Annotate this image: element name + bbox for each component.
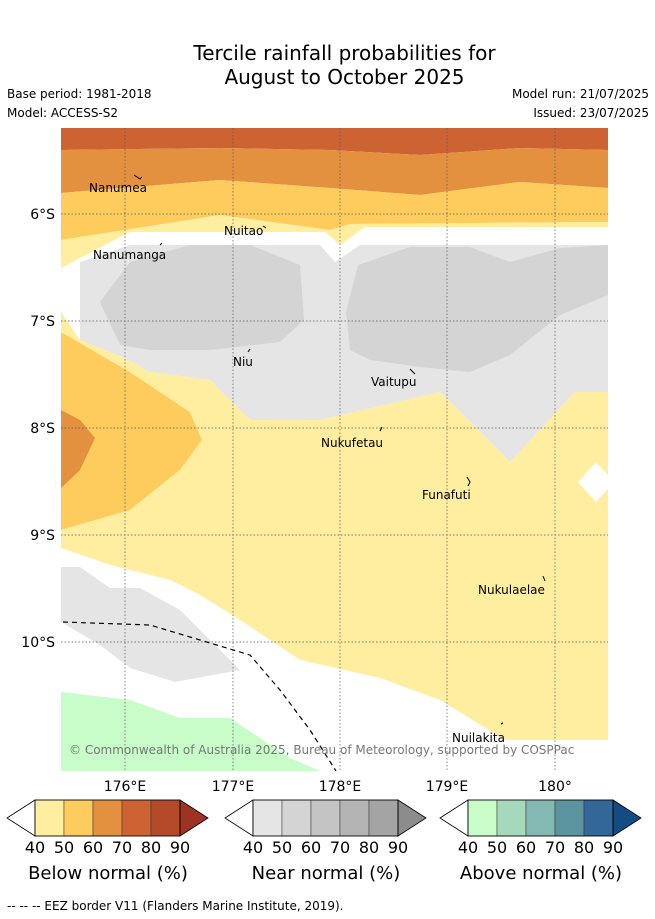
near-extend-low bbox=[224, 799, 254, 837]
above-extend-low bbox=[439, 799, 469, 837]
lon-label-179e: 179°E bbox=[426, 779, 469, 795]
above-outline bbox=[467, 799, 614, 837]
model-run: Model run: 21/07/2025 bbox=[511, 87, 649, 101]
base-period: Base period: 1981-2018 bbox=[7, 87, 152, 101]
near-tick-90: 90 bbox=[388, 838, 408, 857]
colorbar-below-normal: 40 50 60 70 80 90 bbox=[6, 799, 209, 857]
below-50-band bbox=[61, 180, 608, 240]
near-cell-4 bbox=[368, 799, 399, 837]
below-50-west bbox=[61, 332, 202, 530]
below-tick-90: 90 bbox=[170, 838, 190, 857]
near-cell-3 bbox=[339, 799, 370, 837]
colorbar-near-normal: 40 50 60 70 80 90 bbox=[224, 799, 427, 857]
map-area bbox=[61, 128, 608, 771]
above-tick-50: 50 bbox=[487, 838, 507, 857]
label-nukufetau: Nukufetau bbox=[321, 436, 383, 450]
near-cell-0 bbox=[252, 799, 283, 837]
issued-date: Issued: 23/07/2025 bbox=[533, 106, 649, 120]
near-tick-40: 40 bbox=[243, 838, 263, 857]
below-tick-40: 40 bbox=[25, 838, 45, 857]
above-tick-40: 40 bbox=[458, 838, 478, 857]
below-60-band bbox=[61, 148, 608, 195]
lon-label-176e: 176°E bbox=[104, 779, 147, 795]
above-cell-0 bbox=[467, 799, 498, 837]
below-extend-low bbox=[6, 799, 36, 837]
above-tick-80: 80 bbox=[574, 838, 594, 857]
below-cell-2 bbox=[92, 799, 123, 837]
map-title: Tercile rainfall probabilities for Augus… bbox=[0, 41, 655, 89]
below-tick-70: 70 bbox=[112, 838, 132, 857]
above-40-southwest bbox=[61, 692, 320, 771]
below-tick-60: 60 bbox=[83, 838, 103, 857]
below-70-band bbox=[61, 128, 608, 155]
model-name: Model: ACCESS-S2 bbox=[7, 106, 119, 120]
below-60-west bbox=[61, 410, 95, 488]
label-nukulaelae: Nukulaelae bbox=[478, 583, 545, 597]
lat-label-7s: 7°S bbox=[30, 314, 55, 330]
colorbar-above-normal: 40 50 60 70 80 90 bbox=[439, 799, 642, 857]
below-40-central-white-gap bbox=[61, 548, 608, 771]
near-cell-2 bbox=[310, 799, 341, 837]
near-tick-50: 50 bbox=[272, 838, 292, 857]
lat-label-10s: 10°S bbox=[21, 635, 55, 651]
title-line-1: Tercile rainfall probabilities for bbox=[193, 41, 496, 65]
below-40-central bbox=[61, 312, 608, 740]
colorbar-above-label: Above normal (%) bbox=[459, 863, 623, 884]
title-line-2: August to October 2025 bbox=[224, 65, 465, 89]
above-cell-3 bbox=[554, 799, 585, 837]
island-markers bbox=[133, 174, 546, 725]
near-50-east bbox=[346, 245, 608, 372]
below-outline bbox=[34, 799, 181, 837]
near-cell-1 bbox=[281, 799, 312, 837]
white-diamond-patch bbox=[578, 462, 608, 502]
below-cell-0 bbox=[34, 799, 65, 837]
above-tick-90: 90 bbox=[603, 838, 623, 857]
label-vaitupu: Vaitupu bbox=[371, 375, 417, 389]
near-tick-60: 60 bbox=[301, 838, 321, 857]
lon-label-180: 180° bbox=[538, 779, 572, 795]
lat-label-9s: 9°S bbox=[30, 528, 55, 544]
lat-label-8s: 8°S bbox=[30, 421, 55, 437]
near-extend-high bbox=[397, 799, 427, 837]
colorbar-below-label: Below normal (%) bbox=[28, 863, 188, 884]
eez-border bbox=[62, 621, 337, 771]
label-niu: Niu bbox=[233, 355, 253, 369]
lon-label-177e: 177°E bbox=[212, 779, 255, 795]
below-tick-80: 80 bbox=[141, 838, 161, 857]
eez-legend: -- -- -- EEZ border V11 (Flanders Marine… bbox=[7, 899, 344, 913]
lat-label-6s: 6°S bbox=[30, 207, 55, 223]
label-nuitao: Nuitao bbox=[224, 224, 263, 238]
above-cell-1 bbox=[496, 799, 527, 837]
near-tick-80: 80 bbox=[359, 838, 379, 857]
above-tick-60: 60 bbox=[516, 838, 536, 857]
below-tick-50: 50 bbox=[54, 838, 74, 857]
near-50-west bbox=[100, 245, 304, 350]
copyright-text: © Commonwealth of Australia 2025, Bureau… bbox=[69, 743, 574, 757]
label-nuilakita: Nuilakita bbox=[452, 731, 505, 745]
below-cell-1 bbox=[63, 799, 94, 837]
below-cell-3 bbox=[121, 799, 152, 837]
label-nanumanga: Nanumanga bbox=[93, 248, 166, 262]
above-tick-70: 70 bbox=[545, 838, 565, 857]
colorbar-near-label: Near normal (%) bbox=[251, 863, 401, 884]
below-extend-high bbox=[179, 799, 209, 837]
below-cell-4 bbox=[150, 799, 181, 837]
lon-label-178e: 178°E bbox=[319, 779, 362, 795]
label-nanumea: Nanumea bbox=[89, 181, 147, 195]
above-cell-2 bbox=[525, 799, 556, 837]
near-tick-70: 70 bbox=[330, 838, 350, 857]
below-40-band-top bbox=[61, 215, 608, 268]
above-cell-4 bbox=[583, 799, 614, 837]
near-40-southwest bbox=[61, 567, 240, 682]
above-extend-high bbox=[612, 799, 642, 837]
near-outline bbox=[252, 799, 399, 837]
graticule bbox=[61, 128, 608, 771]
label-funafuti: Funafuti bbox=[422, 488, 471, 502]
